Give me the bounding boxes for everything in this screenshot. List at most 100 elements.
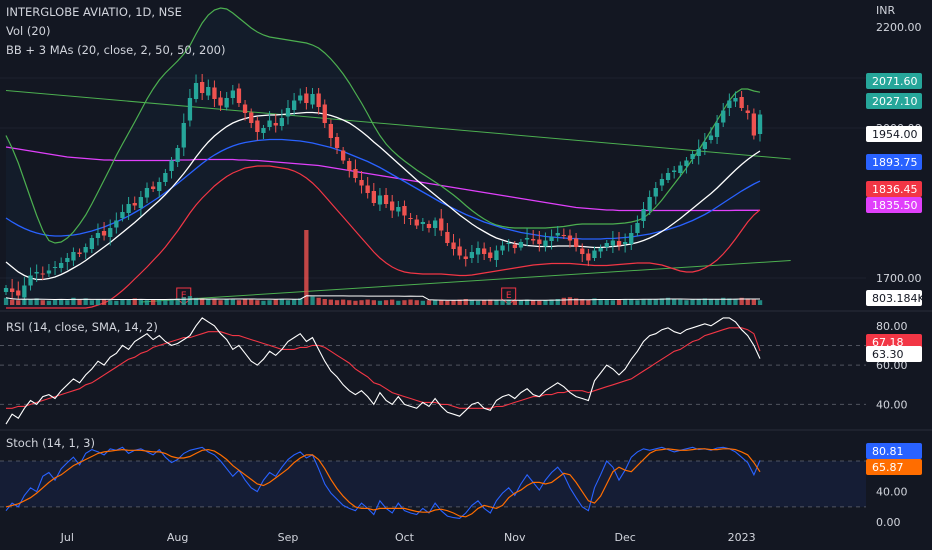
volume-badge-label: 803.184K: [872, 292, 925, 305]
volume-bar: [310, 296, 315, 305]
symbol-legend[interactable]: INTERGLOBE AVIATIO, 1D, NSE: [6, 5, 182, 19]
bb-upper-line: [5, 7, 761, 244]
candle: [733, 91, 738, 107]
price-badge[interactable]: 2027.10: [866, 93, 922, 109]
candle: [580, 243, 585, 262]
volume-bar: [175, 298, 180, 305]
candle: [426, 220, 432, 233]
candle: [59, 257, 64, 273]
time-scale[interactable]: Jul Aug Sep Oct Nov Dec 2023: [60, 531, 756, 544]
volume-bar: [157, 299, 162, 305]
candle-body: [328, 124, 333, 138]
candle: [365, 177, 370, 199]
volume-bar: [567, 297, 573, 305]
price-badge[interactable]: 1836.45: [866, 181, 922, 197]
candle: [745, 105, 750, 120]
stoch-legend[interactable]: Stoch (14, 1, 3): [6, 436, 95, 450]
candle: [567, 229, 573, 248]
volume-bar: [65, 300, 70, 305]
volume-bar: [169, 299, 174, 305]
price-scale[interactable]: 2100.002000.001700.002200.0080.0040.0060…: [866, 21, 925, 529]
candle-body: [445, 232, 450, 243]
candle-body: [230, 90, 235, 98]
rsi-legend[interactable]: RSI (14, close, SMA, 14, 2): [6, 320, 158, 334]
candle-body: [255, 120, 260, 132]
candle: [83, 243, 88, 259]
candle-body: [347, 161, 352, 171]
volume-bar: [95, 299, 101, 305]
candle-body: [10, 288, 15, 292]
volume-bar: [138, 299, 143, 305]
candle: [120, 204, 125, 222]
volume-badge[interactable]: 803.184K: [866, 290, 925, 306]
candle-body: [420, 222, 425, 224]
candle: [224, 92, 229, 111]
volume-bar: [144, 300, 150, 305]
candle: [488, 247, 493, 262]
price-badge[interactable]: 1954.00: [866, 126, 922, 142]
rsi-badge[interactable]: 63.30: [866, 346, 922, 362]
candle-body: [629, 233, 634, 244]
rsi-pane[interactable]: [0, 317, 866, 425]
candle-body: [665, 173, 671, 180]
volume-bar: [727, 298, 732, 305]
rsi-sma-line: [6, 327, 761, 409]
rsi-line: [5, 317, 761, 425]
volume-bar: [616, 299, 622, 305]
candle: [206, 79, 211, 100]
candle: [249, 108, 254, 128]
volume-bar: [402, 300, 407, 305]
volume-bar: [83, 298, 88, 305]
time-axis-label: Aug: [167, 531, 188, 544]
volume-bar: [46, 300, 52, 305]
time-axis-label: Sep: [278, 531, 299, 544]
candle-body: [193, 83, 199, 99]
candle: [451, 234, 456, 256]
candle-body: [187, 98, 193, 121]
volume-bar: [261, 300, 266, 305]
price-badge[interactable]: 2071.60: [866, 73, 922, 89]
candle-body: [267, 120, 272, 127]
candle: [549, 229, 554, 250]
earnings-marker-label: E: [181, 291, 187, 301]
candle-body: [304, 93, 309, 103]
volume-bar: [580, 299, 585, 305]
candle-body: [108, 228, 113, 237]
candle-body: [83, 247, 88, 253]
volume-bar: [414, 300, 419, 305]
volume-bar: [304, 230, 309, 305]
rsi-tick-label: 60.00: [876, 359, 908, 372]
candle: [727, 93, 732, 116]
candle: [218, 91, 223, 111]
stoch-badge-label: 65.87: [872, 461, 904, 474]
volume-bar: [187, 296, 193, 305]
bb-legend[interactable]: BB + 3 MAs (20, close, 2, 50, 50, 200): [6, 43, 226, 57]
volume-bar: [181, 297, 186, 305]
candle-body: [114, 220, 119, 228]
candle-body: [396, 207, 401, 212]
candle: [71, 247, 76, 266]
candle-body: [59, 263, 64, 268]
candle-body: [482, 248, 487, 254]
stoch-badge[interactable]: 65.87: [866, 459, 922, 475]
volume-bar: [365, 299, 370, 305]
stoch-pane[interactable]: [0, 446, 866, 519]
candle-body: [592, 250, 597, 258]
volume-bar: [236, 300, 242, 305]
volume-legend[interactable]: Vol (20): [6, 24, 51, 38]
candle-body: [604, 243, 609, 247]
price-badge[interactable]: 1893.75: [866, 154, 922, 170]
price-badge[interactable]: 1835.50: [866, 197, 922, 213]
volume-bar: [77, 299, 82, 305]
candle: [690, 151, 695, 164]
candle-body: [739, 97, 744, 108]
volume-ma-line: [5, 295, 760, 301]
stoch-badge[interactable]: 80.81: [866, 443, 922, 459]
candle: [163, 169, 168, 186]
price-badge-bg: [866, 126, 922, 142]
volume-bar: [494, 300, 499, 305]
volume-bar: [396, 300, 401, 305]
candle-body: [95, 233, 101, 238]
